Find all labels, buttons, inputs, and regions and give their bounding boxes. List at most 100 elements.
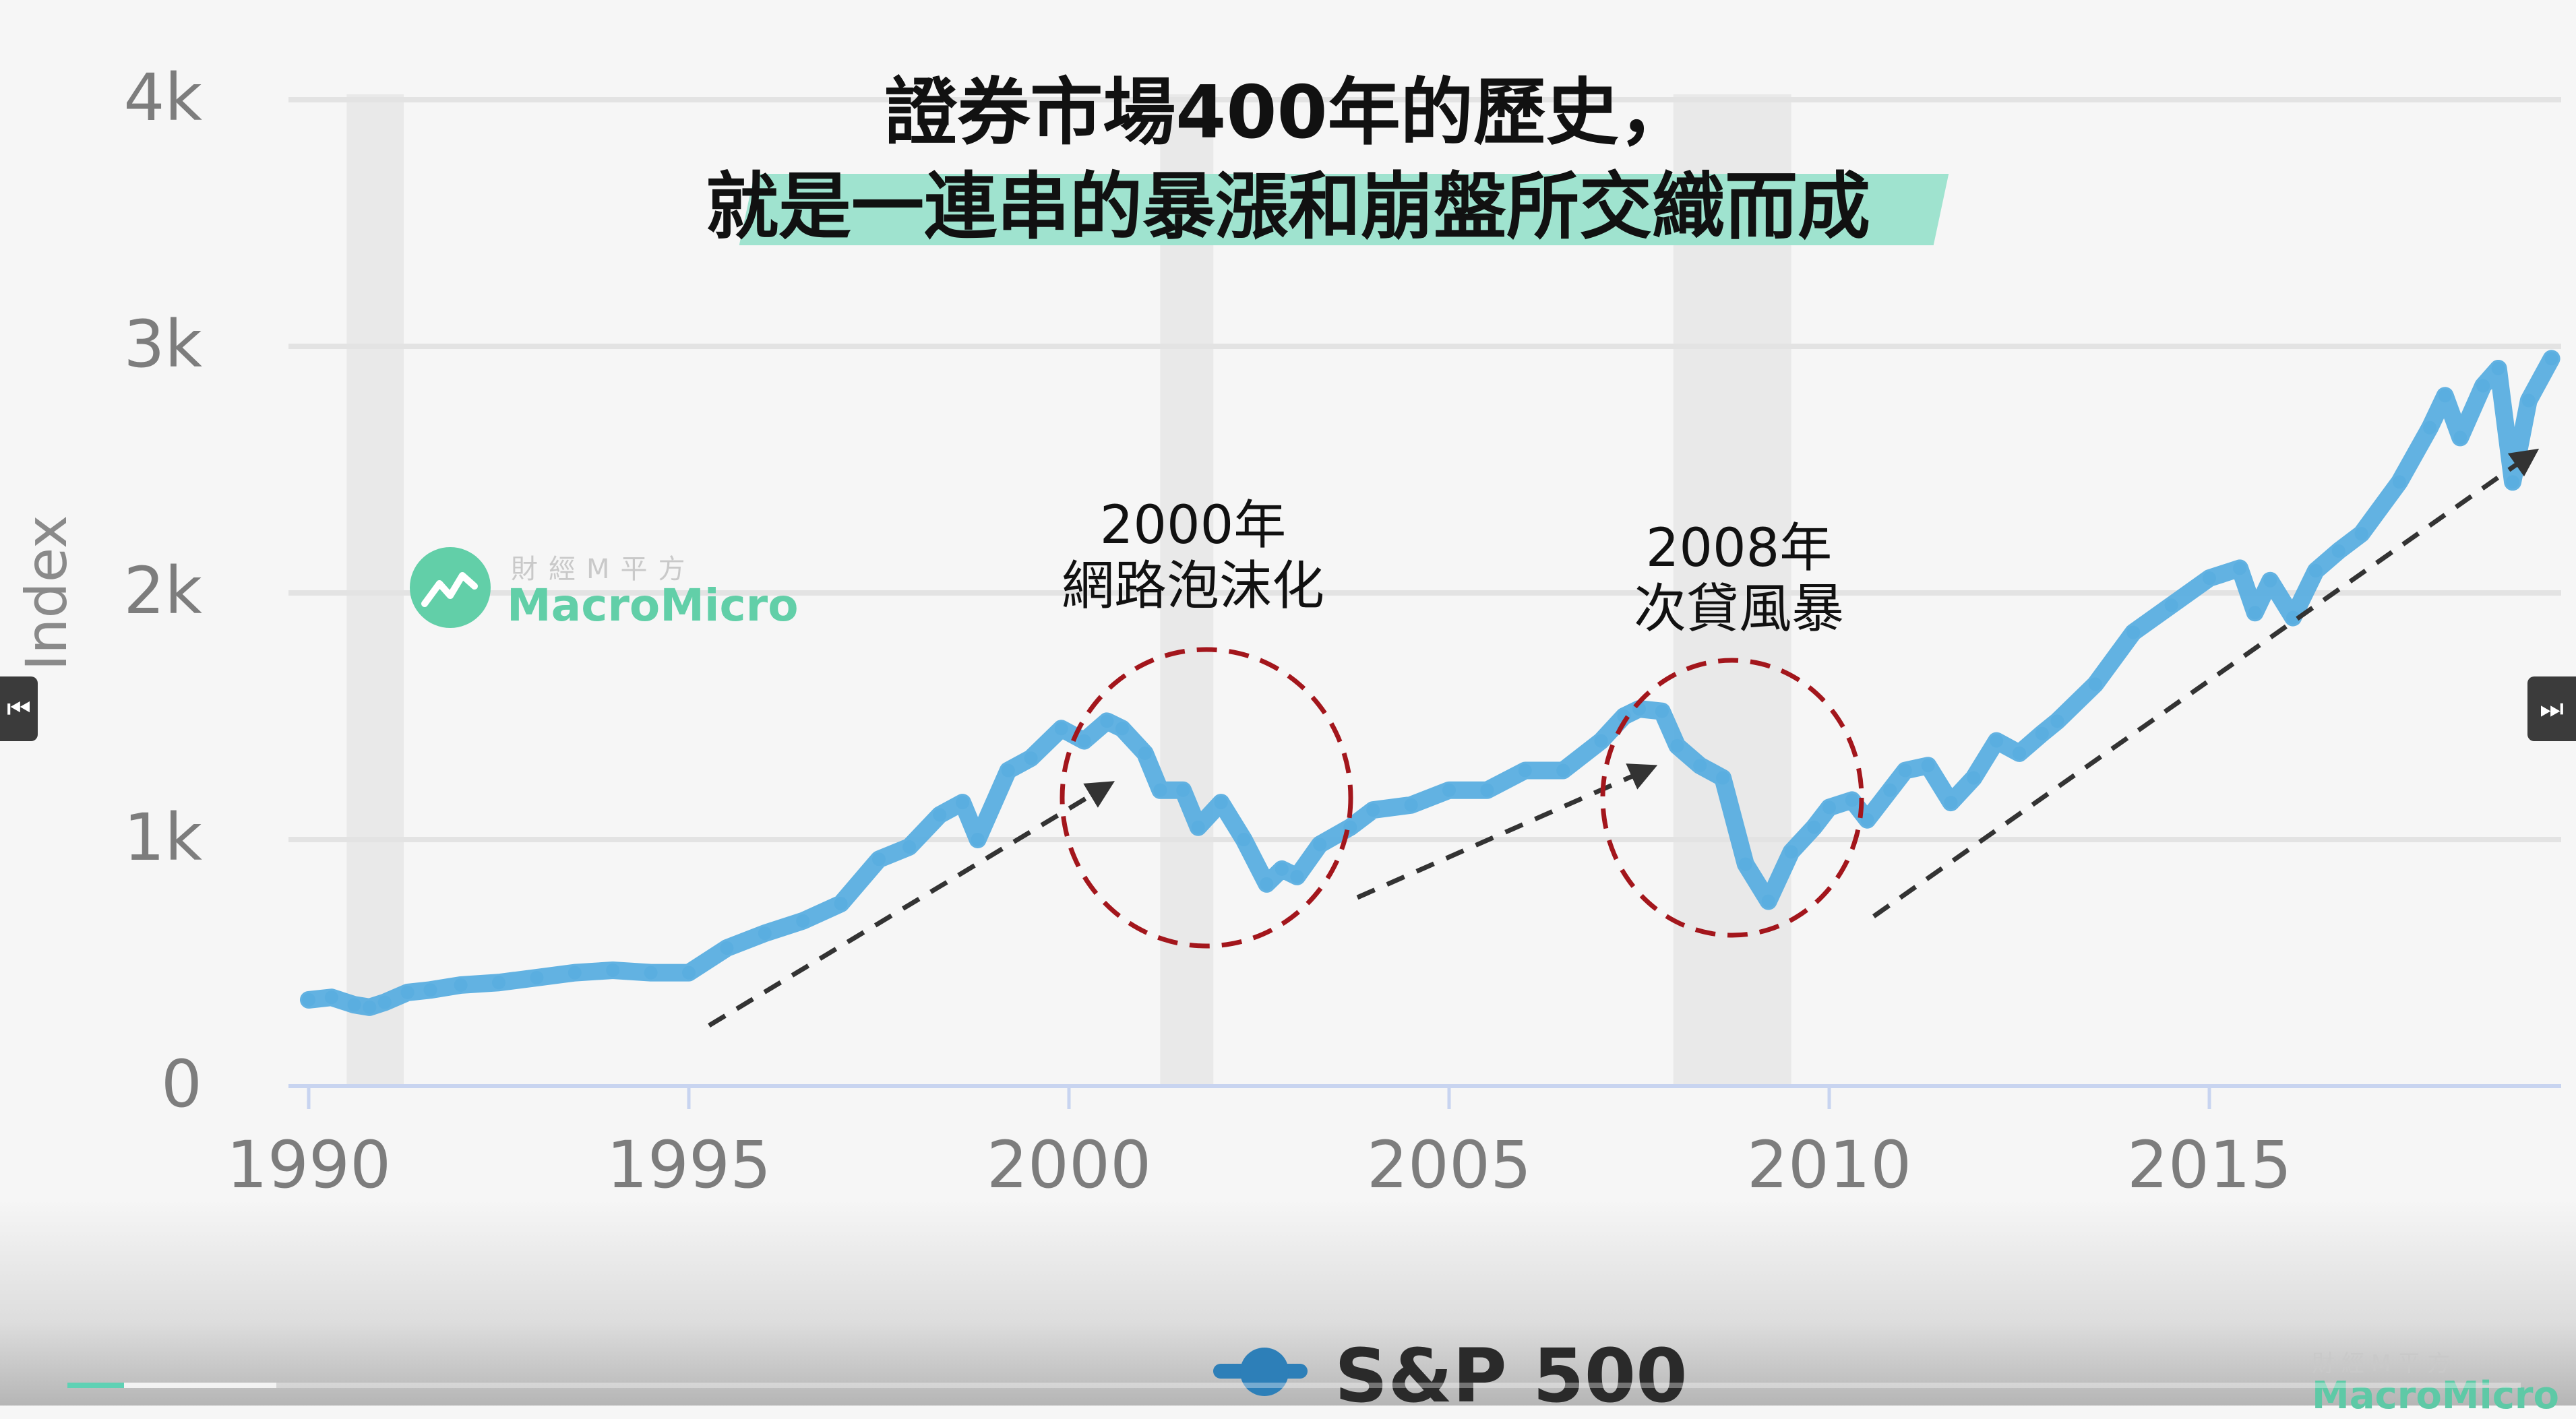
data-point bbox=[377, 995, 392, 1009]
data-point bbox=[2331, 544, 2345, 558]
trend-arrows bbox=[708, 448, 2540, 1028]
data-point bbox=[796, 914, 810, 928]
data-point bbox=[302, 992, 315, 1007]
annotation-dotcom-year: 2000年 bbox=[1099, 495, 1287, 556]
data-point bbox=[2393, 475, 2406, 489]
data-point bbox=[2521, 393, 2536, 408]
data-point bbox=[2263, 573, 2277, 588]
data-point bbox=[400, 985, 415, 999]
data-point bbox=[1898, 763, 1912, 778]
annotation-subprime: 2008年 次貸風暴 bbox=[1584, 518, 1894, 639]
data-point bbox=[1480, 783, 1494, 797]
skip-back-icon: ⏮ bbox=[7, 693, 31, 724]
data-point bbox=[2423, 420, 2437, 435]
data-point bbox=[1518, 763, 1532, 778]
data-point bbox=[347, 998, 361, 1012]
x-tick-label: 2010 bbox=[1747, 1127, 1911, 1203]
series-line-sp500 bbox=[300, 350, 2560, 1016]
data-point bbox=[834, 897, 848, 911]
macromicro-logo-icon bbox=[410, 547, 491, 628]
data-point bbox=[1921, 759, 1935, 773]
next-slide-button[interactable]: ⏭ bbox=[2527, 676, 2576, 741]
data-point bbox=[2126, 625, 2141, 639]
data-point bbox=[2491, 361, 2505, 375]
headline-line-2: 就是一連串的暴漲和崩盤所交織而成 bbox=[705, 165, 1870, 249]
data-point bbox=[872, 852, 886, 866]
skip-forward-icon: ⏭ bbox=[2540, 693, 2564, 724]
corner-watermark-logo: 財經M平方 MacroMicro bbox=[2312, 1345, 2559, 1418]
headline-line-1: 證券市場400年的歷史， bbox=[884, 71, 1692, 155]
data-point bbox=[2203, 571, 2216, 586]
data-point bbox=[1191, 820, 1205, 834]
data-point bbox=[1176, 783, 1190, 797]
y-axis-label: Index bbox=[13, 515, 80, 670]
data-point bbox=[1024, 751, 1038, 765]
y-tick-label: 4k bbox=[123, 60, 202, 135]
data-point bbox=[1077, 734, 1091, 748]
data-point bbox=[1100, 714, 1114, 728]
data-point bbox=[1883, 783, 1897, 797]
data-point bbox=[1442, 783, 1456, 797]
y-axis-ticks: 0 1k 2k 3k 4k bbox=[123, 60, 202, 1122]
data-point bbox=[530, 970, 544, 984]
legend-dot-marker bbox=[1240, 1348, 1289, 1396]
data-point bbox=[758, 926, 772, 941]
data-point bbox=[1693, 759, 1707, 773]
corner-logo-chinese-text: 財經M平方 bbox=[2312, 1350, 2457, 1377]
logo-chinese-text: 財經M平方 bbox=[511, 554, 696, 585]
data-point bbox=[1670, 738, 1684, 753]
data-point bbox=[1275, 862, 1289, 876]
data-point bbox=[492, 976, 505, 990]
video-progress-bar[interactable] bbox=[67, 1383, 124, 1388]
data-point bbox=[2248, 606, 2262, 620]
legend-series-name: S&P 500 bbox=[1335, 1333, 1688, 1419]
data-point bbox=[1944, 796, 1958, 810]
data-point bbox=[1738, 857, 1752, 871]
data-point bbox=[568, 966, 582, 980]
data-point bbox=[2453, 431, 2467, 445]
data-point bbox=[1054, 722, 1068, 736]
data-point bbox=[1784, 845, 1798, 859]
data-point bbox=[1594, 734, 1608, 748]
data-point bbox=[1807, 820, 1821, 834]
subprime-crash-circle bbox=[1600, 658, 1864, 938]
trend-arrow-1 bbox=[708, 781, 1115, 1028]
data-point bbox=[454, 978, 468, 992]
crash-circles bbox=[1060, 647, 1864, 949]
data-point bbox=[1153, 783, 1167, 797]
data-point bbox=[1556, 763, 1570, 778]
data-point bbox=[1001, 763, 1015, 778]
data-point bbox=[2354, 527, 2368, 541]
trend-arrow-2 bbox=[1356, 763, 1658, 900]
data-point bbox=[1822, 800, 1836, 815]
data-point bbox=[1260, 877, 1274, 891]
data-point bbox=[1214, 796, 1228, 810]
series-sp500 bbox=[300, 350, 2560, 1016]
data-point bbox=[2506, 475, 2520, 489]
data-point bbox=[606, 963, 620, 977]
x-tick-label: 1995 bbox=[607, 1127, 771, 1203]
trend-arrow-3 bbox=[1872, 448, 2540, 918]
data-point bbox=[1404, 798, 1418, 812]
annotation-dotcom-label: 網路泡沫化 bbox=[1061, 555, 1324, 617]
annotation-dotcom: 2000年 網路泡沫化 bbox=[1038, 495, 1348, 617]
y-tick-label: 3k bbox=[123, 307, 202, 382]
data-point bbox=[644, 966, 658, 980]
data-point bbox=[720, 941, 734, 955]
data-point bbox=[971, 833, 985, 846]
previous-slide-button[interactable]: ⏮ bbox=[0, 676, 38, 741]
video-progress-track[interactable] bbox=[67, 1383, 2521, 1388]
data-point bbox=[2050, 714, 2064, 728]
data-point bbox=[423, 983, 437, 997]
data-point bbox=[2438, 389, 2452, 403]
x-tick-label: 2000 bbox=[987, 1127, 1151, 1203]
data-point bbox=[1655, 704, 1669, 718]
data-point bbox=[1115, 722, 1129, 736]
data-point bbox=[956, 796, 970, 810]
data-point bbox=[2544, 352, 2558, 366]
data-point bbox=[682, 966, 696, 980]
data-point bbox=[324, 990, 338, 1005]
y-tick-label: 0 bbox=[161, 1046, 202, 1122]
